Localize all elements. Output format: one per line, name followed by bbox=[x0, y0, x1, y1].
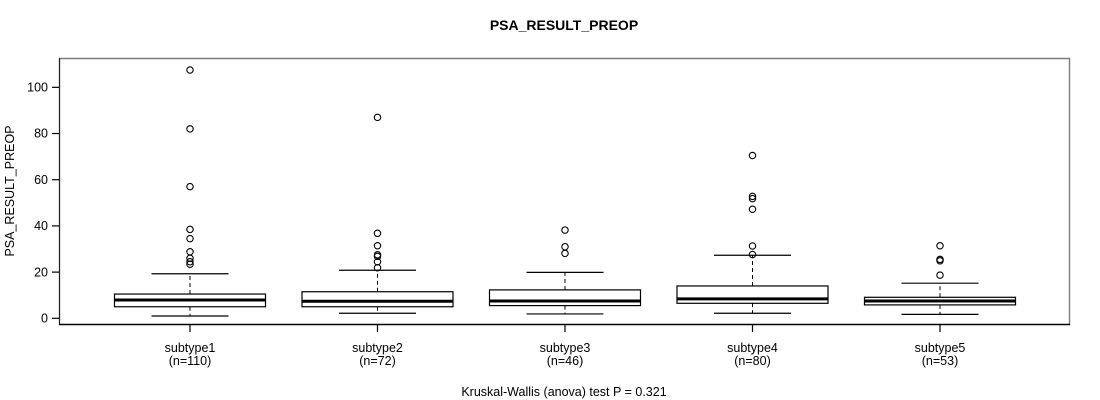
outlier-point[interactable] bbox=[186, 125, 194, 133]
y-axis-label: PSA_RESULT_PREOP bbox=[3, 125, 17, 256]
outlier-point[interactable] bbox=[373, 242, 382, 250]
group-label-subtype1: subtype1 bbox=[165, 341, 216, 355]
outlier-point[interactable] bbox=[373, 251, 382, 259]
group-label-subtype5: subtype5 bbox=[915, 341, 966, 355]
outlier-point[interactable] bbox=[186, 182, 194, 191]
outlier-point[interactable] bbox=[936, 242, 944, 250]
group-label-subtype2: subtype2 bbox=[352, 341, 403, 355]
outlier-point[interactable] bbox=[186, 234, 194, 243]
outlier-point[interactable] bbox=[561, 226, 569, 234]
chart-title: PSA_RESULT_PREOP bbox=[490, 17, 638, 33]
stat-test-caption: Kruskal-Wallis (anova) test P = 0.321 bbox=[461, 385, 666, 399]
outlier-point[interactable] bbox=[936, 255, 944, 264]
y-tick-label: 20 bbox=[34, 265, 48, 279]
outlier-point[interactable] bbox=[186, 66, 194, 74]
iqr-box-subtype2[interactable] bbox=[301, 291, 454, 308]
outlier-point[interactable] bbox=[748, 242, 757, 250]
group-n-label: (n=72) bbox=[359, 354, 395, 368]
group-label-subtype3: subtype3 bbox=[540, 341, 591, 355]
outlier-point[interactable] bbox=[748, 205, 757, 214]
outlier-point[interactable] bbox=[186, 257, 194, 266]
group-n-label: (n=110) bbox=[169, 354, 212, 368]
y-tick-label: 60 bbox=[34, 173, 48, 187]
outlier-point[interactable] bbox=[373, 113, 382, 122]
outlier-point[interactable] bbox=[748, 250, 757, 259]
group-n-label: (n=46) bbox=[547, 354, 583, 368]
outlier-point[interactable] bbox=[748, 151, 757, 160]
y-tick-label: 80 bbox=[34, 127, 48, 141]
outlier-point[interactable] bbox=[936, 271, 944, 279]
outlier-point[interactable] bbox=[748, 194, 757, 203]
plot-area: 0 20 40 60 80 100 subtype1(n=110) subtype2(n=72… bbox=[27, 57, 1071, 368]
iqr-box-subtype3[interactable] bbox=[488, 289, 642, 307]
outlier-point[interactable] bbox=[186, 248, 194, 256]
outlier-point[interactable] bbox=[561, 242, 569, 251]
outlier-point[interactable] bbox=[561, 249, 569, 258]
iqr-box-subtype4[interactable] bbox=[676, 285, 829, 304]
outlier-point[interactable] bbox=[373, 229, 382, 238]
group-n-label: (n=53) bbox=[922, 354, 958, 368]
outlier-point[interactable] bbox=[748, 192, 757, 201]
y-tick-label: 100 bbox=[27, 81, 48, 95]
outlier-point[interactable] bbox=[186, 225, 194, 234]
y-tick-label: 0 bbox=[41, 312, 48, 326]
group-label-subtype4: subtype4 bbox=[727, 341, 778, 355]
group-n-label: (n=80) bbox=[734, 354, 770, 368]
y-tick-label: 40 bbox=[34, 219, 48, 233]
